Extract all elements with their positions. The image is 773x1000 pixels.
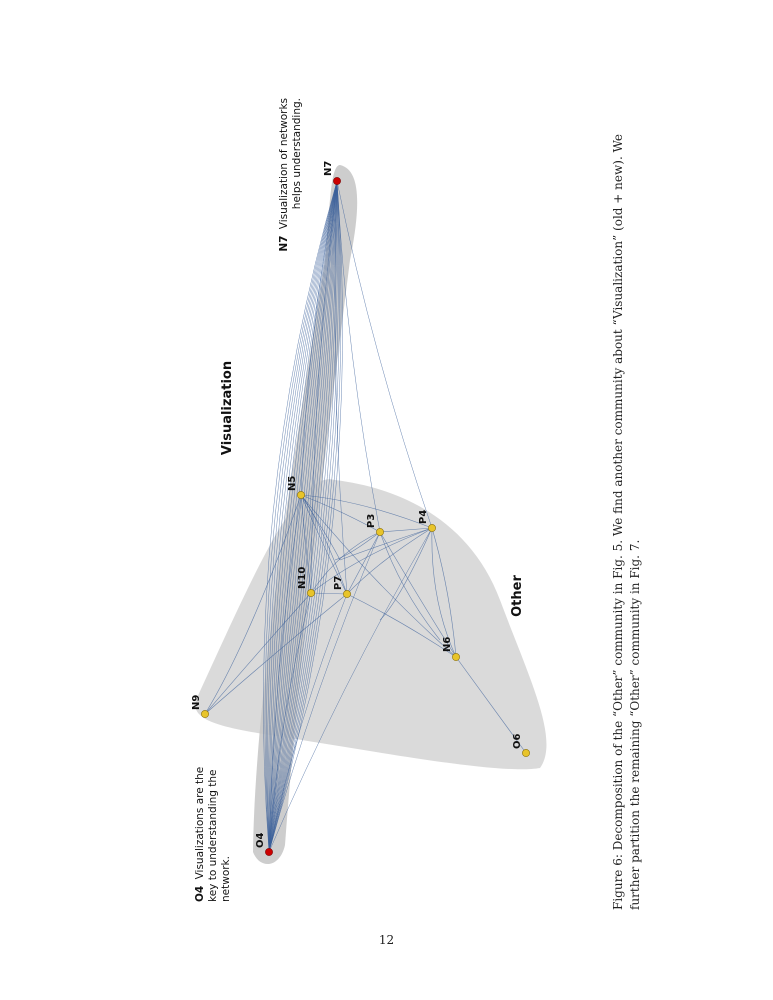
cross-edge xyxy=(334,180,348,595)
node-label-P7: P7 xyxy=(333,576,344,590)
annotation-o4-key: O4 xyxy=(194,886,206,902)
cross-edge xyxy=(336,180,433,529)
other-community-edges xyxy=(204,494,527,754)
network-nodes xyxy=(201,177,530,856)
community-label-other: Other xyxy=(510,575,525,617)
annotation-n7-line1: Visualization of networks xyxy=(278,98,290,229)
annotation-o4-line3: network. xyxy=(220,856,232,902)
bundle-edge xyxy=(268,180,338,853)
bundle-edge xyxy=(268,180,343,853)
bundle-edge xyxy=(268,180,338,853)
node-label-N5: N5 xyxy=(287,476,298,491)
cross-edge xyxy=(268,527,433,853)
cross-edge xyxy=(268,592,312,853)
node-O4 xyxy=(265,848,273,856)
cross-edge xyxy=(268,593,348,853)
bundle-edge xyxy=(264,180,338,853)
node-label-N10: N10 xyxy=(297,567,308,589)
cross-edge xyxy=(268,494,302,853)
node-P4 xyxy=(428,524,436,532)
node-N6 xyxy=(452,653,460,661)
bundle-edge xyxy=(268,180,338,853)
community-label-visualization: Visualization xyxy=(220,361,235,455)
node-label-P3: P3 xyxy=(366,514,377,528)
node-P3 xyxy=(376,528,384,536)
svg-text:O4 Visualizations are: O4 Visualizations are the xyxy=(194,767,206,902)
node-P7 xyxy=(343,590,351,598)
annotation-o4-line2: key to understanding the xyxy=(207,770,219,903)
node-label-N9: N9 xyxy=(191,695,202,710)
bundle-edge xyxy=(268,180,338,853)
bundle-edge xyxy=(268,180,338,853)
node-label-N7: N7 xyxy=(323,161,334,176)
bundle-edge xyxy=(268,180,339,853)
bundle-edge xyxy=(268,180,338,853)
bundle-edge xyxy=(268,180,338,853)
bundle-edge xyxy=(267,180,338,853)
node-N7 xyxy=(333,177,341,185)
bundle-edge xyxy=(268,180,338,853)
cross-edge xyxy=(336,180,381,533)
annotation-n7-line2: helps understanding. xyxy=(291,98,303,209)
annotation-o4-line1: Visualizations are the xyxy=(194,767,206,880)
visualization-edge-bundle xyxy=(263,180,433,853)
bundle-edge xyxy=(266,180,338,853)
annotation-o4: O4 Visualizations are the key to underst… xyxy=(194,767,232,902)
bundle-edge xyxy=(268,180,338,853)
node-N5 xyxy=(297,491,305,499)
node-O6 xyxy=(522,749,530,757)
svg-text:N7 Visualization of ne: N7 Visualization of networks xyxy=(278,98,290,252)
annotation-n7: N7 Visualization of networks helps under… xyxy=(278,98,303,252)
bundle-edge xyxy=(268,180,338,853)
node-label-O6: O6 xyxy=(512,733,523,749)
bundle-edge xyxy=(268,180,340,853)
bundle-edge xyxy=(268,180,338,853)
bundle-edge xyxy=(268,180,338,853)
cross-edge xyxy=(300,180,338,496)
figure-caption: Figure 6: Decomposition of the “Other” c… xyxy=(611,133,642,910)
node-label-O4: O4 xyxy=(255,832,266,848)
node-label-P4: P4 xyxy=(418,510,429,524)
bundle-edge xyxy=(268,180,338,853)
node-N9 xyxy=(201,710,209,718)
bundle-edge xyxy=(268,180,338,853)
bundle-edge xyxy=(263,180,338,853)
node-labels: N7 O4 N5 P3 P4 N10 P7 N6 N9 O6 xyxy=(191,161,523,848)
annotation-n7-key: N7 xyxy=(278,236,290,252)
cross-edge xyxy=(310,180,338,594)
node-N10 xyxy=(307,589,315,597)
page-number: 12 xyxy=(378,933,395,947)
node-label-N6: N6 xyxy=(442,637,453,652)
bundle-edge xyxy=(268,180,338,853)
cross-edge xyxy=(268,531,381,853)
